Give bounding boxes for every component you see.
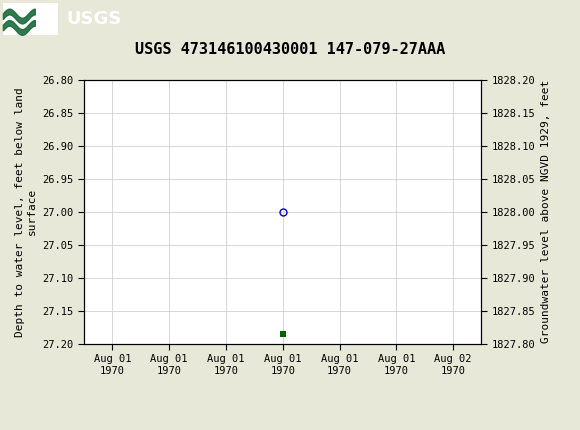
Text: USGS: USGS	[67, 10, 122, 28]
Y-axis label: Depth to water level, feet below land
surface: Depth to water level, feet below land su…	[15, 87, 37, 337]
FancyBboxPatch shape	[3, 3, 58, 35]
Text: USGS 473146100430001 147-079-27AAA: USGS 473146100430001 147-079-27AAA	[135, 42, 445, 57]
Y-axis label: Groundwater level above NGVD 1929, feet: Groundwater level above NGVD 1929, feet	[541, 80, 551, 344]
